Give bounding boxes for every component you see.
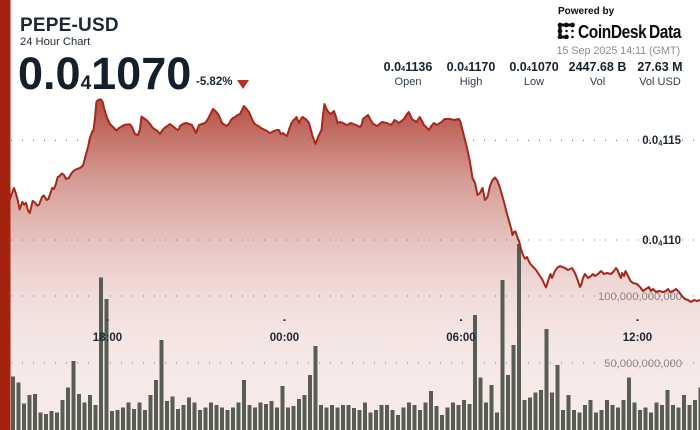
- svg-text:0.04115: 0.04115: [642, 135, 681, 148]
- svg-text:12:00: 12:00: [623, 332, 652, 344]
- svg-text:18:00: 18:00: [93, 332, 122, 344]
- svg-text:06:00: 06:00: [446, 332, 475, 344]
- svg-text:00:00: 00:00: [270, 332, 299, 344]
- svg-text:0.04110: 0.04110: [642, 235, 681, 248]
- svg-text:100,000,000,000: 100,000,000,000: [598, 291, 682, 303]
- svg-text:50,000,000,000: 50,000,000,000: [604, 358, 682, 370]
